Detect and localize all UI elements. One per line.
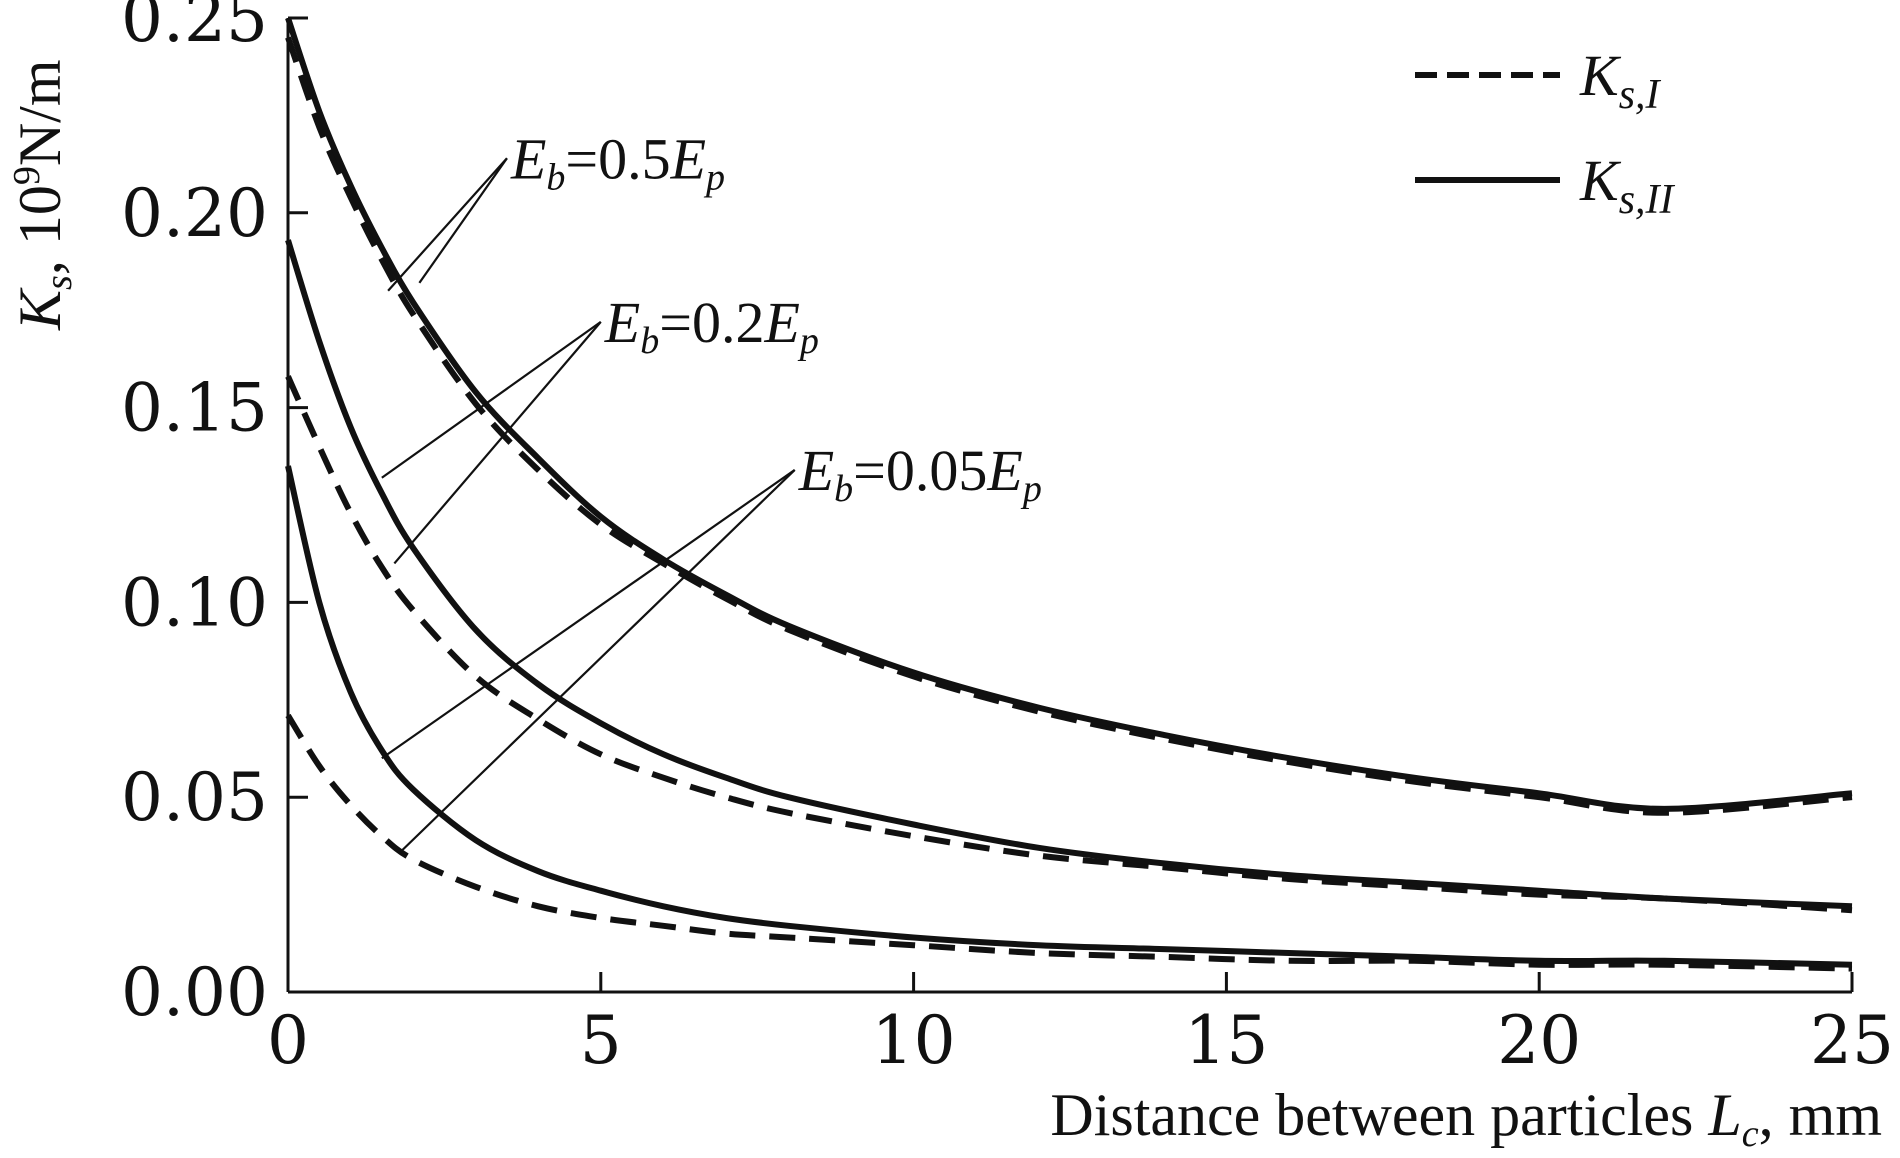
legend: Ks,I Ks,II (1415, 43, 1676, 223)
series-line-0.5-dashed (285, 36, 1853, 816)
x-tick-label: 20 (1497, 1002, 1581, 1079)
y-tick-label: 0.20 (121, 175, 268, 252)
annotation-label-0.05: Eb=0.05Ep (798, 438, 1042, 510)
series-layer (285, 17, 1853, 972)
x-tick-label: 0 (267, 1002, 309, 1079)
y-tick-label: 0.15 (121, 370, 268, 447)
annotation-layer: Eb=0.5Ep Eb=0.2Ep Eb=0.05Ep (381, 126, 1042, 853)
legend-label-solid: Ks,II (1579, 148, 1676, 223)
series-line-0.5-solid (285, 17, 1853, 812)
annotation-leader-0.05 (399, 469, 796, 853)
x-axis-title: Distance between particles Lc, mm (1050, 1082, 1882, 1155)
annotation-label-0.2: Eb=0.2Ep (604, 290, 819, 362)
annotation-leader-0.2 (381, 320, 602, 479)
y-tick-label: 0.10 (121, 564, 268, 641)
legend-label-dashed: Ks,I (1579, 43, 1662, 118)
y-tick-label: 0.25 (121, 0, 268, 57)
annotation-label-0.5: Eb=0.5Ep (510, 126, 725, 198)
annotation-leader-0.05 (381, 469, 796, 760)
y-tick-label: 0.05 (121, 759, 268, 836)
x-tick-label: 5 (580, 1002, 622, 1079)
series-line-0.2-solid (285, 239, 1853, 910)
y-tick-label: 0.00 (121, 954, 268, 1031)
annotation-leader-0.5 (418, 157, 508, 284)
x-tick-label: 10 (872, 1002, 956, 1079)
axes: 0 5 10 15 20 25 0.00 0.05 0.10 0.15 0.20 0.25 Distan… (6, 0, 1894, 1155)
x-tick-label: 25 (1810, 1002, 1894, 1079)
y-axis-title: Ks, 109N/m (6, 60, 80, 332)
series-line-0.05-solid (285, 465, 1853, 968)
series-line-0.05-dashed (285, 713, 1853, 972)
x-tick-label: 15 (1184, 1002, 1268, 1079)
annotation-leader-0.5 (387, 157, 508, 292)
annotation-leader-0.2 (393, 321, 602, 565)
